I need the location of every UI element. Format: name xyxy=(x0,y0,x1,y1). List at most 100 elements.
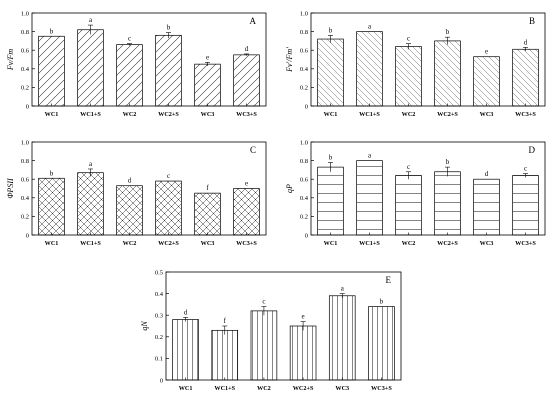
bar-wc3 xyxy=(194,192,221,236)
y-tick-label: 0.3 xyxy=(155,313,163,320)
significance-letter: b xyxy=(50,169,54,177)
significance-letter: b xyxy=(446,158,450,166)
significance-letter: d xyxy=(245,45,249,53)
significance-letter: f xyxy=(206,184,209,192)
x-tick-label: WC2+S xyxy=(158,111,179,118)
significance-letter: a xyxy=(341,285,345,293)
y-tick-label: 0.4 xyxy=(300,195,309,202)
x-tick-label: WC2 xyxy=(257,385,271,392)
significance-letter: f xyxy=(224,317,227,325)
y-axis-label: qP xyxy=(285,184,294,193)
x-tick-label: WC1+S xyxy=(80,111,101,118)
y-tick-label: 0 xyxy=(26,232,29,239)
bar-wc3-plus-s xyxy=(512,48,539,107)
significance-letter: c xyxy=(524,165,527,173)
y-axis-label: Fv'/Fm' xyxy=(285,47,294,73)
x-tick-label: WC1 xyxy=(45,240,59,247)
significance-letter: a xyxy=(368,23,372,31)
bar-wc3-plus-s xyxy=(512,175,539,236)
bar-wc2-plus-s xyxy=(434,171,461,236)
x-tick-label: WC1+S xyxy=(359,111,380,118)
significance-letter: d xyxy=(524,38,528,46)
panel-d: D 0 0.2 0.4 0.6 0.8 1.0 qP b WC1 a WC1+S c WC2 b WC2+S d… xyxy=(285,139,546,247)
panel-label: C xyxy=(250,145,256,155)
y-axis-label: Fv/Fm xyxy=(6,49,15,72)
y-tick-label: 0.5 xyxy=(155,269,163,276)
y-tick-label: 0.2 xyxy=(21,214,29,221)
y-tick-label: 0.4 xyxy=(21,66,30,73)
significance-letter: a xyxy=(368,152,372,160)
y-tick-label: 0 xyxy=(305,103,308,110)
y-tick-label: 1.0 xyxy=(21,10,29,17)
bar-wc2 xyxy=(116,185,143,236)
plot-frame xyxy=(310,141,546,236)
bar-wc3 xyxy=(328,295,356,381)
significance-letter: d xyxy=(128,177,132,185)
y-tick-label: 1.0 xyxy=(300,139,308,146)
x-tick-label: WC1+S xyxy=(359,240,380,247)
x-tick-label: WC1 xyxy=(324,240,338,247)
panel-e: E 0 0.1 0.2 0.3 0.4 0.5 qN d WC1 f WC1+S c WC2 e WC2+S a… xyxy=(140,269,402,392)
x-tick-label: WC2+S xyxy=(437,240,458,247)
x-tick-label: WC3+S xyxy=(236,240,257,247)
bar-wc2 xyxy=(116,44,143,107)
y-tick-label: 0.1 xyxy=(155,356,163,363)
significance-letter: b xyxy=(167,24,171,32)
y-tick-label: 1.0 xyxy=(21,139,29,146)
significance-letter: b xyxy=(50,27,54,35)
significance-letter: c xyxy=(407,163,410,171)
y-tick-label: 0 xyxy=(160,377,163,384)
significance-letter: c xyxy=(262,298,265,306)
x-tick-label: WC3 xyxy=(480,240,494,247)
significance-letter: d xyxy=(485,170,489,178)
bar-wc2 xyxy=(250,310,278,381)
y-tick-label: 0 xyxy=(305,232,308,239)
significance-letter: d xyxy=(184,308,188,316)
y-tick-label: 0.6 xyxy=(21,48,30,55)
x-tick-label: WC2+S xyxy=(158,240,179,247)
x-tick-label: WC3 xyxy=(480,111,494,118)
bar-wc3-plus-s xyxy=(233,54,260,107)
y-tick-label: 0 xyxy=(26,103,29,110)
plot-frame xyxy=(31,12,267,107)
y-tick-label: 0.2 xyxy=(21,85,29,92)
x-tick-label: WC2 xyxy=(123,111,137,118)
bar-wc3 xyxy=(473,56,500,107)
x-tick-label: WC3+S xyxy=(515,240,536,247)
y-axis-label: qN xyxy=(140,321,149,331)
panel-label: E xyxy=(386,275,392,285)
significance-letter: c xyxy=(167,172,170,180)
x-tick-label: WC2 xyxy=(402,240,416,247)
x-tick-label: WC1+S xyxy=(214,385,235,392)
y-tick-label: 0.2 xyxy=(300,85,308,92)
y-tick-label: 0.6 xyxy=(300,48,309,55)
bar-wc1 xyxy=(317,166,344,236)
bar-wc1-plus-s xyxy=(77,172,104,236)
y-tick-label: 0.4 xyxy=(300,66,309,73)
x-tick-label: WC3 xyxy=(201,111,215,118)
plot-frame xyxy=(165,271,402,381)
y-tick-label: 0.8 xyxy=(21,29,29,36)
bar-wc2 xyxy=(395,175,422,236)
significance-letter: b xyxy=(329,153,333,161)
bar-wc1-plus-s xyxy=(77,29,104,107)
bar-wc2-plus-s xyxy=(434,40,461,107)
x-tick-label: WC2 xyxy=(123,240,137,247)
significance-letter: a xyxy=(89,16,93,24)
x-tick-label: WC2 xyxy=(402,111,416,118)
y-tick-label: 0.4 xyxy=(155,291,164,298)
y-tick-label: 0.8 xyxy=(21,158,29,165)
significance-letter: b xyxy=(329,26,333,34)
x-tick-label: WC2+S xyxy=(437,111,458,118)
plot-frame xyxy=(31,141,267,236)
plot-frame xyxy=(310,12,546,107)
y-tick-label: 0.8 xyxy=(300,29,308,36)
x-tick-label: WC2+S xyxy=(293,385,314,392)
panel-a: A 0 0.2 0.4 0.6 0.8 1.0 Fv/Fm b WC1 a WC1+S c WC2 b WC2… xyxy=(6,10,267,118)
x-tick-label: WC1 xyxy=(45,111,59,118)
bar-wc2-plus-s xyxy=(289,325,317,381)
bar-wc1-plus-s xyxy=(356,160,383,236)
y-tick-label: 0.6 xyxy=(21,177,30,184)
panel-c: C 0 0.2 0.4 0.6 0.8 1.0 ΦPSII b WC1 a WC1+S d WC2 c WC2… xyxy=(6,139,267,247)
